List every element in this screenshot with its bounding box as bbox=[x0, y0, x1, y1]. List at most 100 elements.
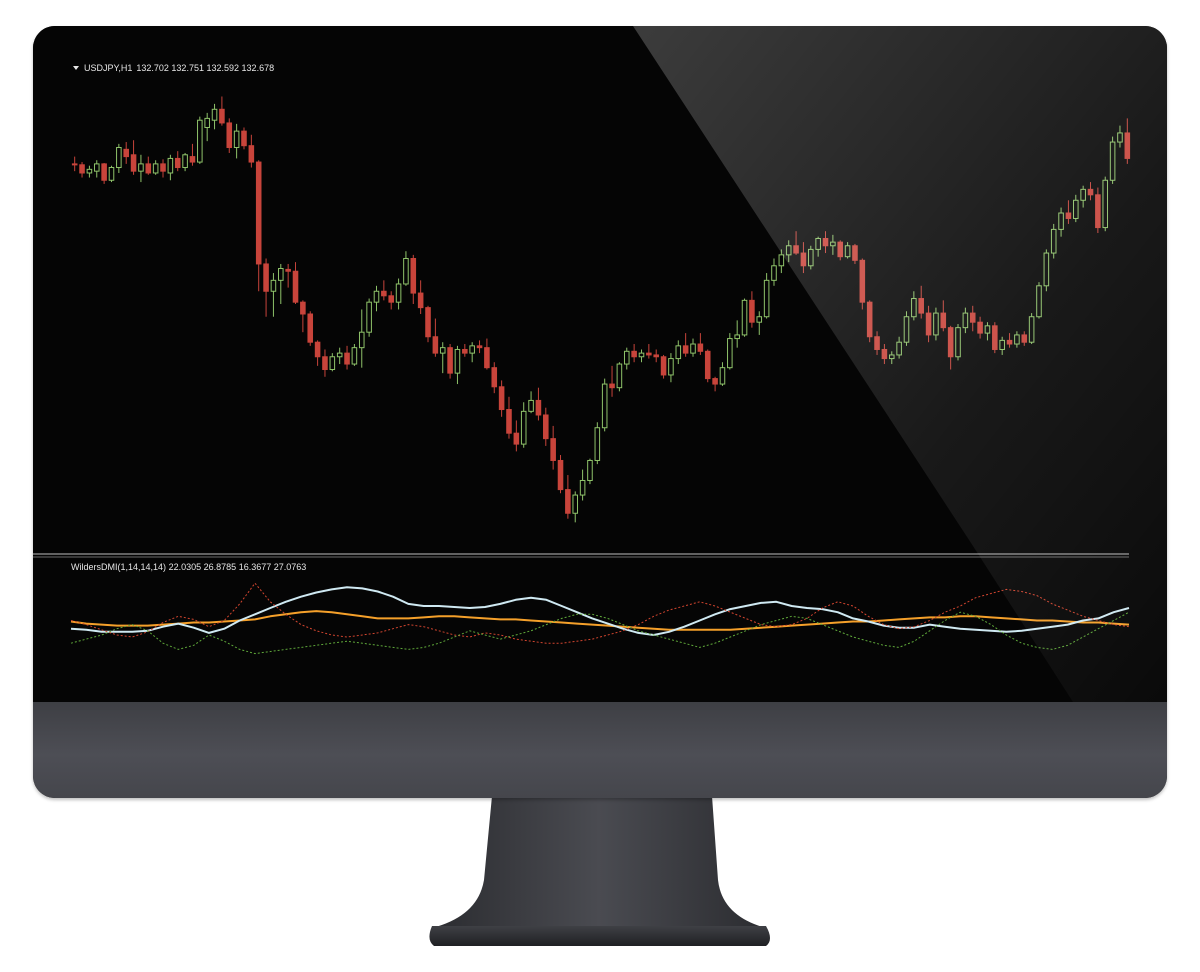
candle-body bbox=[535, 399, 542, 416]
candle-body bbox=[108, 167, 115, 181]
candle-body bbox=[785, 245, 792, 256]
candle-body bbox=[211, 108, 218, 121]
candle-body bbox=[638, 352, 645, 358]
candle-body bbox=[830, 241, 836, 247]
candle-body bbox=[241, 130, 247, 147]
candle bbox=[918, 285, 924, 319]
candle-body bbox=[101, 163, 107, 181]
candle bbox=[462, 344, 468, 357]
candle-body bbox=[911, 298, 917, 318]
candle bbox=[992, 322, 998, 354]
candle-body bbox=[749, 299, 755, 323]
candle bbox=[543, 407, 549, 446]
candle bbox=[830, 234, 836, 255]
candle-body bbox=[336, 352, 343, 358]
candle bbox=[572, 491, 579, 523]
candle-body bbox=[506, 409, 512, 434]
candle-body bbox=[822, 237, 829, 247]
candle-body bbox=[896, 341, 902, 356]
candle bbox=[425, 305, 431, 343]
candle bbox=[1050, 223, 1057, 259]
candle bbox=[329, 353, 336, 372]
candle bbox=[1028, 313, 1035, 345]
candle bbox=[520, 402, 527, 448]
candle-body bbox=[587, 459, 593, 481]
candle bbox=[822, 231, 829, 254]
candle-body bbox=[763, 279, 770, 318]
trading-chart-screen: USDJPY,H1 132.702 132.751 132.592 132.678… bbox=[33, 26, 1167, 702]
candle bbox=[255, 160, 262, 292]
candle bbox=[204, 112, 210, 142]
candle bbox=[1043, 249, 1050, 292]
candle-body bbox=[351, 347, 358, 365]
candle-body bbox=[984, 325, 991, 334]
candle bbox=[454, 345, 461, 385]
candle-body bbox=[152, 163, 159, 174]
candle bbox=[557, 455, 564, 494]
candle bbox=[1073, 194, 1079, 223]
indicator-name: WildersDMI(1,14,14,14) bbox=[71, 562, 167, 572]
candle-body bbox=[616, 363, 623, 389]
candle-body bbox=[660, 356, 667, 376]
candle bbox=[565, 475, 571, 519]
candle-body bbox=[815, 237, 821, 250]
candle-body bbox=[697, 343, 704, 352]
candle bbox=[160, 159, 166, 178]
candle bbox=[1006, 333, 1013, 348]
price-chart bbox=[33, 96, 1131, 655]
candle-body bbox=[174, 157, 181, 169]
candle bbox=[366, 298, 372, 337]
candle-body bbox=[1087, 188, 1094, 196]
candle-body bbox=[145, 163, 152, 174]
candle-body bbox=[86, 168, 93, 174]
candle bbox=[403, 251, 409, 286]
candle-body bbox=[366, 301, 372, 333]
candle bbox=[859, 258, 866, 310]
candle-body bbox=[623, 350, 630, 365]
candle bbox=[741, 298, 748, 337]
candle bbox=[182, 152, 188, 172]
candle-body bbox=[918, 298, 924, 314]
candle bbox=[93, 160, 100, 178]
candle-body bbox=[609, 383, 615, 389]
candle bbox=[623, 347, 630, 370]
candle-body bbox=[837, 241, 844, 258]
candle bbox=[439, 342, 446, 374]
dropdown-triangle-icon[interactable] bbox=[73, 66, 79, 70]
candle-body bbox=[116, 147, 122, 169]
adxr-line bbox=[70, 586, 1130, 636]
candle-body bbox=[778, 254, 785, 267]
candle-body bbox=[543, 414, 549, 440]
candle bbox=[601, 378, 608, 432]
candle-body bbox=[439, 347, 446, 354]
candle bbox=[594, 422, 601, 465]
candle bbox=[763, 273, 770, 319]
candle-body bbox=[226, 122, 233, 149]
candle-body bbox=[565, 489, 571, 514]
candle-body bbox=[756, 316, 763, 323]
candle-body bbox=[969, 312, 976, 323]
candle bbox=[388, 291, 394, 310]
candle bbox=[292, 262, 299, 304]
minus-di-line bbox=[70, 582, 1130, 644]
candle bbox=[498, 380, 505, 417]
candle bbox=[152, 160, 159, 175]
candle-body bbox=[933, 312, 939, 336]
candle bbox=[1058, 207, 1064, 237]
candle bbox=[682, 333, 689, 357]
candle bbox=[270, 273, 277, 317]
candle bbox=[491, 362, 498, 394]
candle bbox=[322, 349, 328, 377]
candle-body bbox=[71, 163, 78, 166]
high-price: 132.751 bbox=[171, 63, 204, 73]
candle-body bbox=[204, 117, 210, 128]
candle-body bbox=[719, 367, 726, 385]
candle bbox=[925, 305, 932, 343]
candle-body bbox=[520, 410, 527, 445]
candle bbox=[793, 231, 799, 255]
candle bbox=[395, 278, 402, 310]
candle bbox=[130, 140, 137, 175]
candle-body bbox=[79, 164, 85, 174]
candle bbox=[969, 305, 976, 332]
candle bbox=[336, 347, 343, 365]
